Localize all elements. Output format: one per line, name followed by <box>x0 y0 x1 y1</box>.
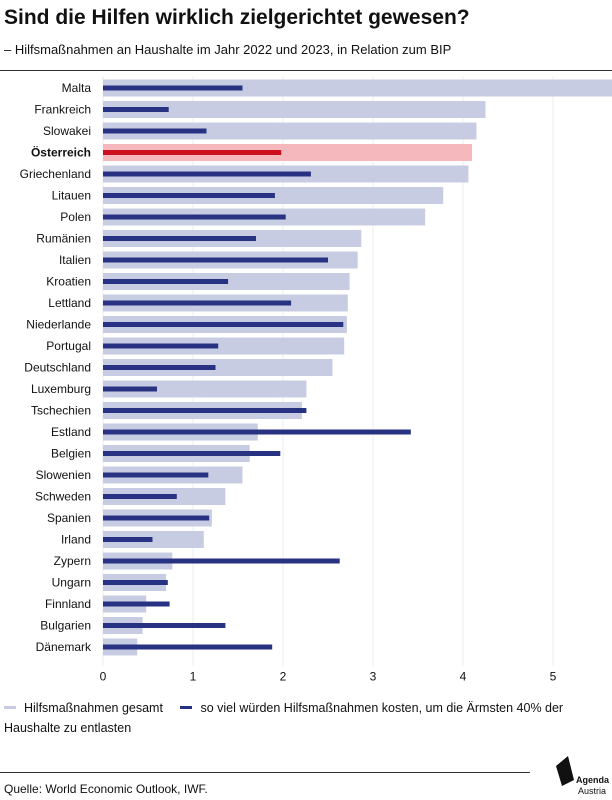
bar-targeted-deutschland <box>103 365 216 370</box>
agenda-austria-logo-icon <box>556 756 574 786</box>
category-label-spanien: Spanien <box>47 511 91 525</box>
bar-targeted-bulgarien <box>103 623 226 628</box>
bar-targeted-niederlande <box>103 322 344 327</box>
category-label-belgien: Belgien <box>51 447 91 461</box>
category-label-litauen: Litauen <box>52 189 91 203</box>
category-label-zypern: Zypern <box>54 554 91 568</box>
x-tick-label-1: 1 <box>190 670 197 684</box>
bar-targeted-österreich <box>103 150 282 155</box>
category-label-luxemburg: Luxemburg <box>31 382 91 396</box>
category-label-finnland: Finnland <box>45 597 91 611</box>
category-label-malta: Malta <box>62 81 92 95</box>
x-tick-label-0: 0 <box>100 670 107 684</box>
bar-total-deutschland <box>103 359 333 376</box>
x-axis-ticks: 0 1 2 3 4 5 <box>100 670 557 684</box>
footer-divider <box>0 772 530 773</box>
x-tick-label-3: 3 <box>370 670 377 684</box>
x-tick-label-2: 2 <box>280 670 287 684</box>
chart-title: Sind die Hilfen wirklich zielgerichtet g… <box>4 6 470 29</box>
category-label-dänemark: Dänemark <box>36 640 92 654</box>
bar-targeted-schweden <box>103 494 177 499</box>
bar-targeted-zypern <box>103 558 340 564</box>
category-label-frankreich: Frankreich <box>34 103 91 117</box>
legend-label-targeted: so viel würden Hilfsmaßnahmen kosten, um… <box>4 701 564 735</box>
category-label-italien: Italien <box>59 253 91 267</box>
legend-swatch-total <box>4 706 16 710</box>
category-label-niederlande: Niederlande <box>26 318 91 332</box>
bar-targeted-frankreich <box>103 107 169 112</box>
category-label-bulgarien: Bulgarien <box>40 619 91 633</box>
bar-targeted-ungarn <box>103 580 168 585</box>
category-label-tschechien: Tschechien <box>31 404 91 418</box>
bar-targeted-griechenland <box>103 171 311 177</box>
bar-total-slowakei <box>103 122 477 140</box>
chart-subtitle: – Hilfsmaßnahmen an Haushalte im Jahr 20… <box>4 42 452 57</box>
category-label-irland: Irland <box>61 533 91 547</box>
bar-targeted-rumänien <box>103 236 256 241</box>
category-label-portugal: Portugal <box>46 339 91 353</box>
legend-label-total: Hilfsmaßnahmen gesamt <box>24 701 163 715</box>
bar-total-österreich <box>103 144 472 161</box>
bar-targeted-dänemark <box>103 644 273 650</box>
category-label-griechenland: Griechenland <box>20 167 91 181</box>
logo-text-agenda: Agenda <box>576 775 610 785</box>
category-label-schweden: Schweden <box>35 490 91 504</box>
header-divider <box>0 70 612 71</box>
bar-total-irland <box>103 531 204 548</box>
bar-targeted-malta <box>103 85 243 91</box>
bar-targeted-irland <box>103 537 153 542</box>
category-label-polen: Polen <box>60 210 91 224</box>
bar-targeted-kroatien <box>103 279 229 284</box>
legend-item-targeted: so viel würden Hilfsmaßnahmen kosten, um… <box>4 701 563 735</box>
bar-targeted-tschechien <box>103 408 307 413</box>
bar-targeted-portugal <box>103 343 219 349</box>
category-label-kroatien: Kroatien <box>46 275 91 289</box>
category-labels: Malta Frankreich Slowakei Österreich Grieche… <box>20 81 92 654</box>
bar-targeted-slowakei <box>103 128 207 134</box>
category-label-deutschland: Deutschland <box>24 361 91 375</box>
logo-text-austria: Austria <box>578 786 607 796</box>
bar-targeted-slowenien <box>103 472 209 478</box>
legend: Hilfsmaßnahmen gesamt so viel würden Hil… <box>4 698 608 738</box>
category-label-ungarn: Ungarn <box>52 576 91 590</box>
bar-total-luxemburg <box>103 380 307 398</box>
bar-targeted-spanien <box>103 515 210 521</box>
bar-targeted-belgien <box>103 451 281 456</box>
bar-targeted-luxemburg <box>103 386 157 392</box>
bar-total-malta <box>103 79 612 97</box>
x-tick-label-5: 5 <box>550 670 557 684</box>
bar-targeted-italien <box>103 257 328 263</box>
legend-swatch-targeted <box>180 706 193 710</box>
x-tick-label-4: 4 <box>460 670 467 684</box>
bar-targeted-finnland <box>103 601 170 607</box>
bar-total-frankreich <box>103 101 486 118</box>
category-label-slowenien: Slowenien <box>36 468 91 482</box>
category-label-slowakei: Slowakei <box>43 124 91 138</box>
source-note: Quelle: World Economic Outlook, IWF. <box>4 782 208 796</box>
bar-targeted-litauen <box>103 193 275 198</box>
legend-item-total: Hilfsmaßnahmen gesamt <box>4 701 163 715</box>
bar-targeted-polen <box>103 214 286 220</box>
bar-targeted-estland <box>103 429 411 435</box>
bar-targeted-lettland <box>103 300 292 306</box>
bar-chart: Malta Frankreich Slowakei Österreich Grieche… <box>20 76 612 684</box>
category-label-rumänien: Rumänien <box>36 232 91 246</box>
category-label-lettland: Lettland <box>48 296 91 310</box>
category-label-österreich: Österreich <box>31 145 91 160</box>
category-label-estland: Estland <box>51 425 91 439</box>
bars <box>103 79 612 656</box>
bar-total-portugal <box>103 337 345 355</box>
